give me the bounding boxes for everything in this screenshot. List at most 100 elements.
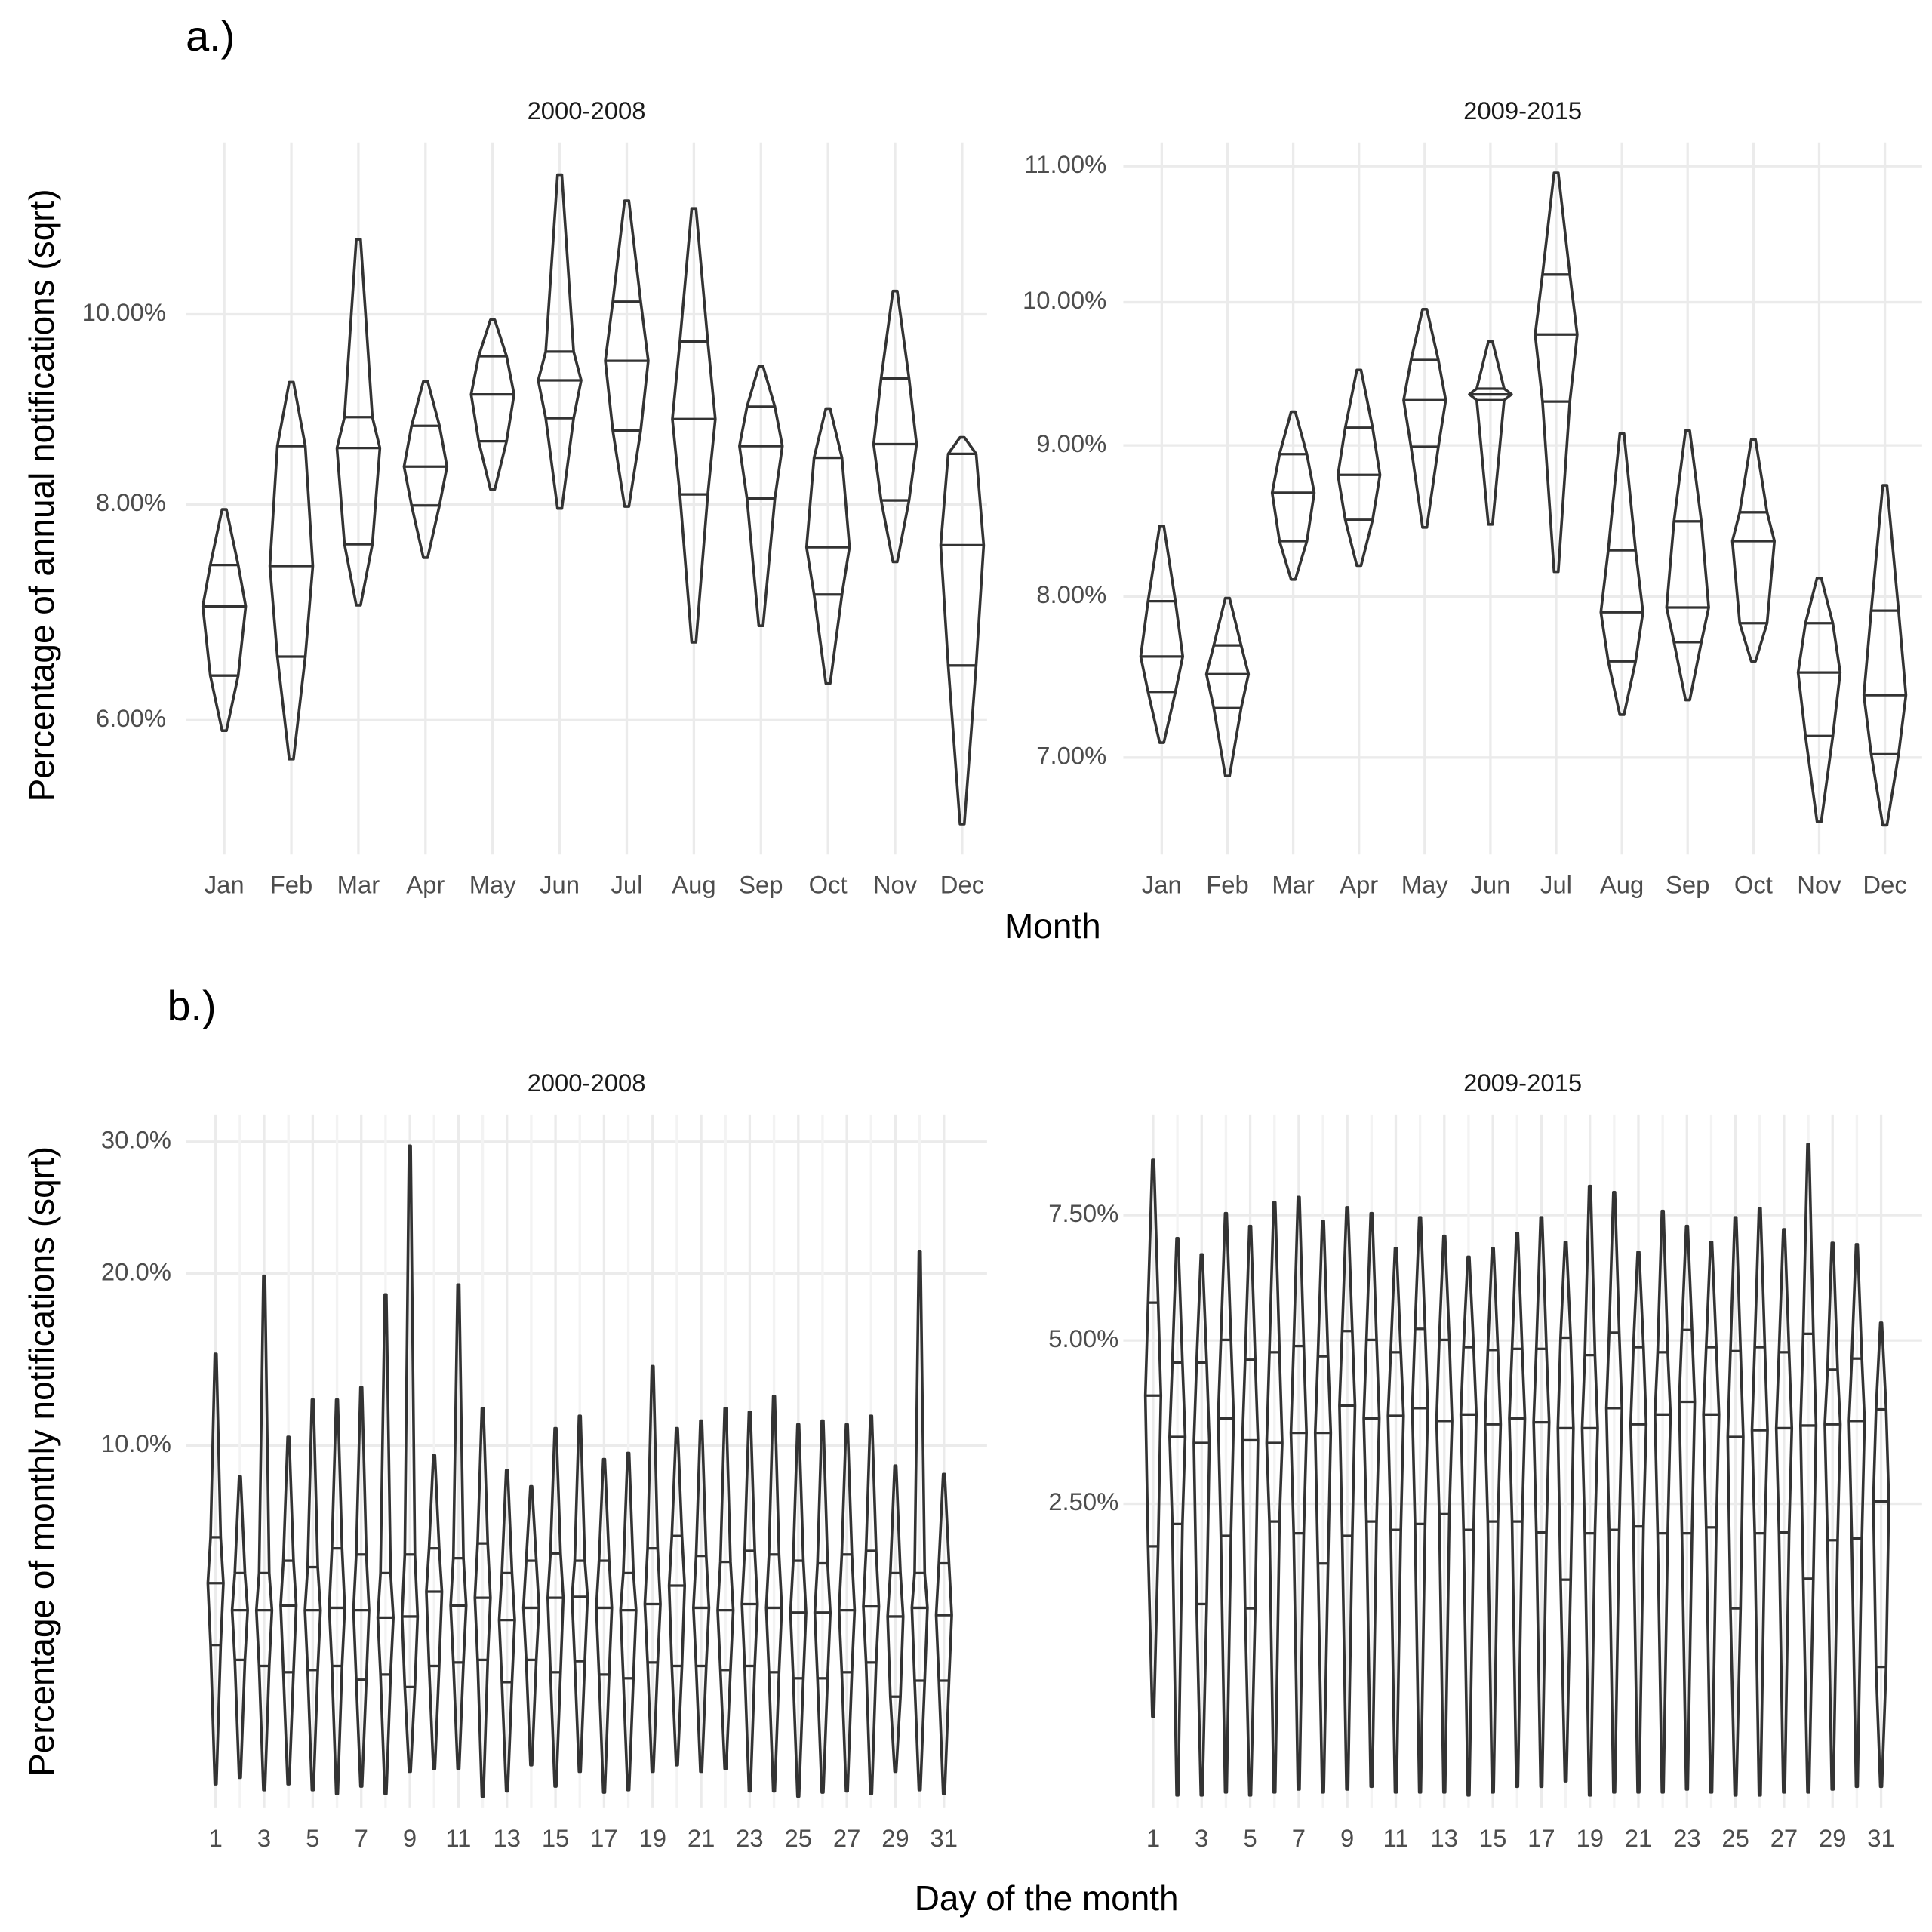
violin <box>473 1407 492 1798</box>
violin <box>1362 1211 1381 1789</box>
violin <box>268 380 315 761</box>
x-tick-label: Apr <box>406 871 445 899</box>
violin <box>521 1484 541 1767</box>
violin <box>537 173 583 510</box>
violin <box>1139 525 1185 744</box>
x-tick-label: 17 <box>1527 1824 1555 1852</box>
violin <box>497 1469 516 1793</box>
violin <box>571 1414 589 1774</box>
y-axis-title: Percentage of monthly notifications (sqr… <box>22 1146 61 1777</box>
violin <box>201 508 248 733</box>
panel-title: 2009-2015 <box>1463 97 1582 125</box>
x-tick-label: 17 <box>590 1824 618 1852</box>
violin <box>939 435 986 826</box>
panel-title: 2000-2008 <box>528 97 646 125</box>
y-tick-label: 30.0% <box>101 1125 171 1153</box>
x-tick-label: 11 <box>445 1824 471 1852</box>
violin <box>1143 1158 1163 1718</box>
violin <box>716 1407 735 1770</box>
violin <box>303 1398 322 1792</box>
x-tick-label: Nov <box>1797 871 1841 899</box>
violin <box>738 365 784 627</box>
x-tick-label: Oct <box>1734 871 1773 899</box>
x-tick-label: Dec <box>1863 871 1906 899</box>
x-tick-label: 25 <box>1721 1824 1749 1852</box>
violin <box>1750 1207 1769 1797</box>
violin <box>1270 410 1316 581</box>
x-tick-label: Sep <box>739 871 783 899</box>
violin <box>469 318 515 491</box>
violin <box>1599 432 1644 716</box>
violin <box>910 1250 929 1792</box>
x-tick-label: 5 <box>306 1824 319 1852</box>
x-tick-label: Nov <box>873 871 918 899</box>
violin <box>1435 1234 1454 1794</box>
violin <box>402 380 449 559</box>
violin <box>1459 1255 1478 1797</box>
panel-title: 2000-2008 <box>528 1069 646 1097</box>
violin <box>740 1411 759 1793</box>
violin <box>1532 1216 1551 1789</box>
x-tick-label: Apr <box>1340 871 1378 899</box>
violin <box>1411 1216 1429 1794</box>
x-tick-label: 31 <box>931 1824 958 1852</box>
x-tick-label: 7 <box>1292 1824 1306 1852</box>
x-tick-label: 9 <box>403 1824 417 1852</box>
x-tick-label: 27 <box>1770 1824 1798 1852</box>
x-tick-label: Jul <box>611 871 643 899</box>
violin <box>1484 1247 1503 1794</box>
x-tick-label: 7 <box>355 1824 368 1852</box>
y-tick-label: 10.0% <box>101 1429 171 1457</box>
x-tick-label: 1 <box>209 1824 223 1852</box>
x-tick-label: 15 <box>1479 1824 1507 1852</box>
violin <box>1629 1251 1648 1794</box>
violin <box>886 1464 905 1774</box>
y-tick-label: 11.00% <box>1024 150 1106 178</box>
x-tick-label: Oct <box>809 871 848 899</box>
violin <box>1192 1253 1211 1797</box>
violin <box>1702 1240 1721 1794</box>
x-tick-label: 25 <box>785 1824 813 1852</box>
violin <box>206 1352 225 1786</box>
violin <box>376 1293 395 1795</box>
x-tick-label: 5 <box>1243 1824 1257 1852</box>
violin <box>1796 576 1842 823</box>
violin <box>862 1414 881 1795</box>
x-tick-label: Aug <box>672 871 715 899</box>
y-tick-label: 10.00% <box>1023 286 1106 314</box>
violin <box>1468 340 1513 526</box>
violin <box>546 1426 565 1788</box>
x-tick-label: Feb <box>1206 871 1249 899</box>
violin <box>328 1398 346 1795</box>
violin <box>230 1475 249 1780</box>
violin <box>838 1423 857 1793</box>
violin <box>1665 429 1710 702</box>
violin <box>764 1395 783 1793</box>
violin <box>352 1386 371 1788</box>
x-tick-label: 23 <box>736 1824 764 1852</box>
x-tick-label: 9 <box>1340 1824 1354 1852</box>
x-tick-label: May <box>469 871 517 899</box>
violin <box>813 1419 832 1794</box>
violin <box>1580 1184 1599 1797</box>
violin <box>1402 307 1447 529</box>
x-tick-label: Sep <box>1666 871 1709 899</box>
violin <box>934 1472 953 1795</box>
violin <box>1730 438 1777 663</box>
violin <box>804 407 851 685</box>
violin <box>1847 1243 1866 1789</box>
x-tick-label: 31 <box>1867 1824 1895 1852</box>
x-tick-label: Jun <box>1470 871 1510 899</box>
x-tick-label: Mar <box>1272 871 1315 899</box>
violin <box>449 1283 468 1770</box>
x-tick-label: Mar <box>337 871 380 899</box>
violin <box>691 1419 711 1774</box>
panel-tag: b.) <box>168 982 217 1029</box>
x-tick-label: 13 <box>493 1824 521 1852</box>
violin <box>1654 1209 1672 1794</box>
x-tick-label: 3 <box>1195 1824 1208 1852</box>
violin <box>1386 1247 1405 1794</box>
violin <box>1862 484 1908 827</box>
violin <box>1289 1195 1308 1791</box>
panel-title: 2009-2015 <box>1463 1069 1582 1097</box>
